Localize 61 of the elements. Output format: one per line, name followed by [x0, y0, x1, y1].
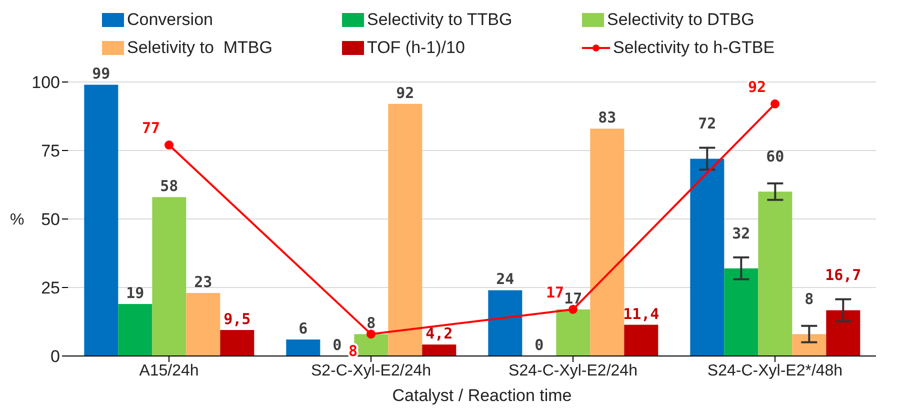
- x-tick-label: S2-C-Xyl-E2/24h: [310, 362, 432, 380]
- bar: [422, 344, 456, 356]
- bar: [286, 340, 320, 356]
- data-label: 23: [194, 272, 212, 291]
- data-label: 8: [804, 290, 814, 308]
- data-label: 58: [160, 177, 178, 196]
- bar: [724, 268, 758, 356]
- bar: [758, 192, 792, 356]
- data-label: 77: [142, 119, 160, 138]
- point: [568, 304, 578, 314]
- x-tick-label: S24-C-Xyl-E2*/48h: [707, 362, 843, 380]
- bar: [624, 324, 658, 356]
- bar: [826, 310, 860, 356]
- legend-label: Selectivity to h-GTBE: [613, 38, 775, 58]
- x-tick-label: A15/24h: [139, 362, 199, 380]
- data-label: 32: [732, 224, 750, 242]
- bar: [152, 197, 186, 356]
- legend-label: Seletivity to MTBG: [127, 38, 272, 58]
- legend-label: TOF (h-1)/10: [367, 38, 465, 58]
- x-axis-title: Catalyst / Reaction time: [391, 386, 573, 406]
- y-tick-label: 0: [50, 347, 60, 366]
- data-label: 92: [748, 78, 766, 96]
- data-label: 17: [564, 289, 582, 308]
- bar: [556, 309, 590, 356]
- x-tick-label: S24-C-Xyl-E2/24h: [508, 362, 638, 380]
- data-label: 72: [698, 114, 716, 133]
- y-tick-label: 25: [41, 278, 60, 298]
- bar: [84, 84, 118, 356]
- point: [770, 99, 780, 108]
- data-label: 83: [598, 108, 616, 127]
- data-label: 17: [546, 283, 564, 302]
- bar: [590, 128, 624, 356]
- data-label: 9,5: [224, 310, 251, 328]
- bar: [118, 304, 152, 356]
- y-tick-label: 100: [32, 73, 60, 92]
- bar: [186, 292, 220, 356]
- bar: [792, 334, 826, 356]
- data-label: 8: [366, 314, 376, 332]
- y-tick-label: 50: [41, 210, 60, 230]
- bar: [220, 330, 254, 356]
- bar: [388, 104, 422, 356]
- data-label: 0: [332, 336, 342, 354]
- legend-label: Conversion: [127, 10, 213, 30]
- bar: [488, 290, 522, 356]
- y-axis-title: %: [10, 212, 24, 229]
- bar: [690, 158, 724, 356]
- point: [366, 330, 376, 339]
- data-label: 24: [496, 270, 514, 288]
- data-label: 92: [396, 84, 414, 102]
- data-label: 4,2: [426, 324, 453, 342]
- y-tick-label: 75: [41, 142, 60, 161]
- data-label: 0: [534, 336, 544, 354]
- point: [164, 140, 174, 150]
- legend-label: Selectivity to DTBG: [607, 10, 754, 30]
- legend-label: Selectivity to TTBG: [367, 10, 512, 30]
- data-label: 11,4: [623, 304, 660, 323]
- data-label: 6: [298, 320, 308, 338]
- data-label: 16,7: [825, 266, 862, 284]
- data-label: 60: [766, 148, 784, 166]
- data-label: 19: [126, 284, 144, 302]
- data-label: 99: [92, 64, 110, 83]
